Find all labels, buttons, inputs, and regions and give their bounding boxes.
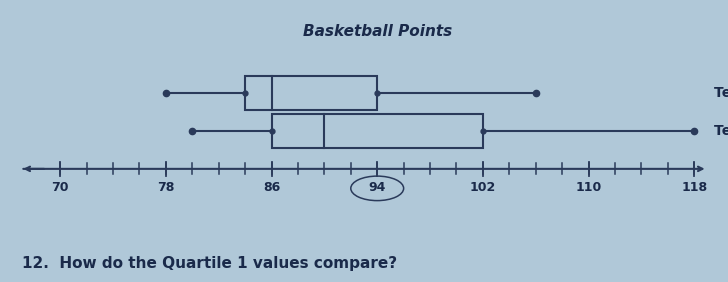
Text: Team B: Team B <box>714 124 728 138</box>
Text: 12.  How do the Quartile 1 values compare?: 12. How do the Quartile 1 values compare… <box>22 256 397 271</box>
Text: 110: 110 <box>575 180 602 193</box>
Text: 70: 70 <box>52 180 69 193</box>
Text: Basketball Points: Basketball Points <box>303 24 452 39</box>
Text: Team A: Team A <box>714 86 728 100</box>
Text: 102: 102 <box>470 180 496 193</box>
Bar <box>245 76 377 110</box>
Text: 86: 86 <box>263 180 280 193</box>
Bar <box>272 114 483 148</box>
Text: 94: 94 <box>368 180 386 193</box>
Text: 78: 78 <box>157 180 175 193</box>
Text: 118: 118 <box>681 180 708 193</box>
